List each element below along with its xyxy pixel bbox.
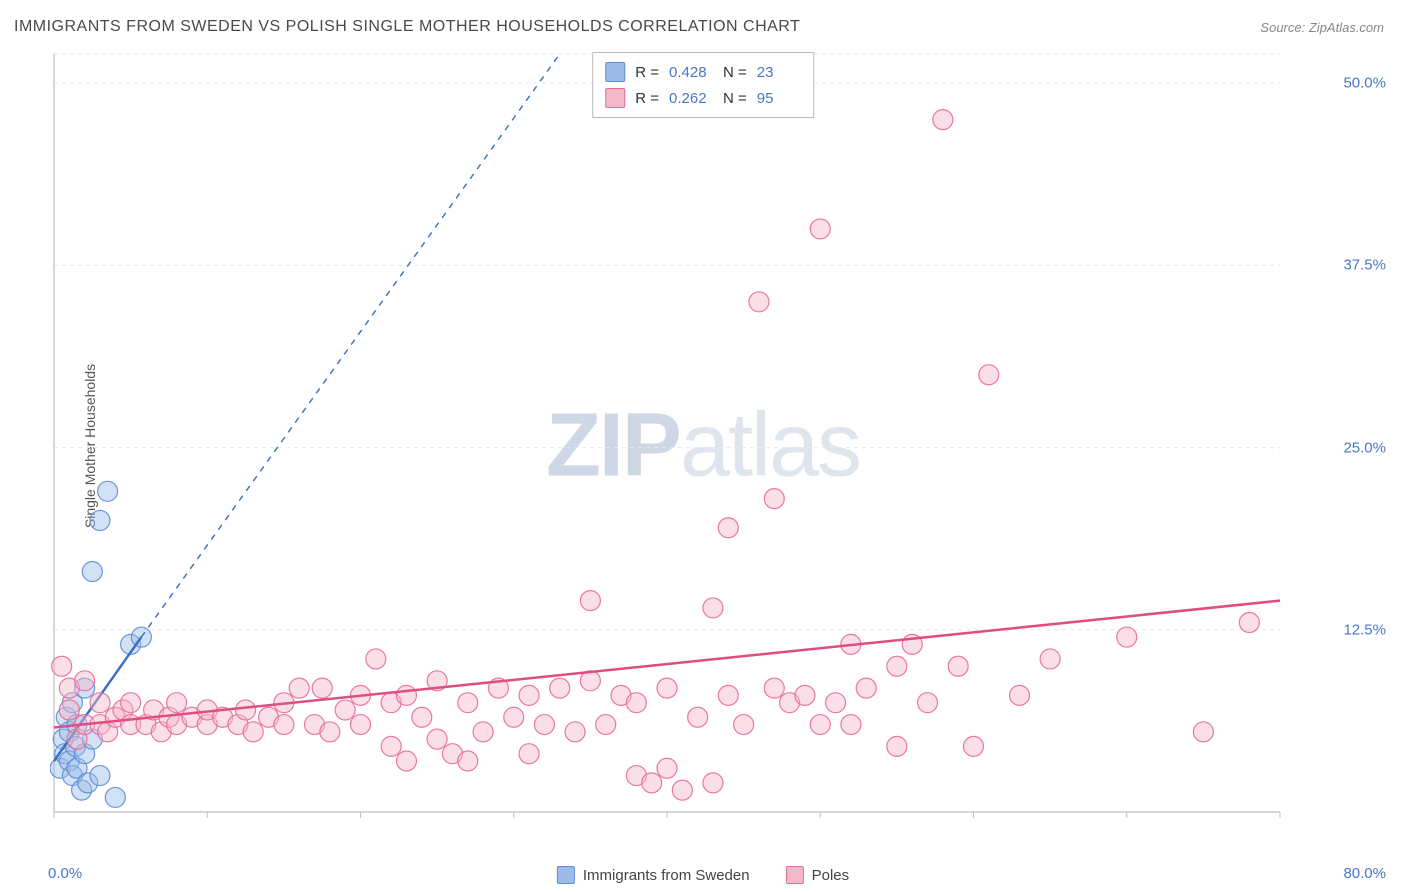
swatch-poles xyxy=(605,88,625,108)
legend-label-sweden: Immigrants from Sweden xyxy=(583,867,750,884)
n-label: N = xyxy=(723,64,747,81)
legend-item-sweden: Immigrants from Sweden xyxy=(557,866,750,884)
r-label: R = xyxy=(635,64,659,81)
n-label: N = xyxy=(723,90,747,107)
scatter-chart xyxy=(50,50,1340,840)
legend-label-poles: Poles xyxy=(812,867,850,884)
y-tick-label: 37.5% xyxy=(1343,257,1386,274)
source-label: Source: xyxy=(1260,20,1305,35)
x-axis-min-label: 0.0% xyxy=(48,865,82,882)
y-tick-label: 25.0% xyxy=(1343,439,1386,456)
poles-r-value: 0.262 xyxy=(669,90,713,107)
plot-area xyxy=(50,50,1340,840)
swatch-poles xyxy=(786,866,804,884)
y-tick-label: 12.5% xyxy=(1343,621,1386,638)
stats-row-sweden: R = 0.428 N = 23 xyxy=(605,59,801,85)
source-name: ZipAtlas.com xyxy=(1309,20,1384,35)
r-label: R = xyxy=(635,90,659,107)
y-tick-label: 50.0% xyxy=(1343,75,1386,92)
sweden-r-value: 0.428 xyxy=(669,64,713,81)
legend: Immigrants from Sweden Poles xyxy=(557,866,849,884)
source-attribution: Source: ZipAtlas.com xyxy=(1260,20,1384,35)
correlation-stats-box: R = 0.428 N = 23 R = 0.262 N = 95 xyxy=(592,52,814,118)
swatch-sweden xyxy=(557,866,575,884)
poles-n-value: 95 xyxy=(757,90,801,107)
sweden-n-value: 23 xyxy=(757,64,801,81)
x-axis-max-label: 80.0% xyxy=(1343,865,1386,882)
chart-title: IMMIGRANTS FROM SWEDEN VS POLISH SINGLE … xyxy=(14,18,800,36)
swatch-sweden xyxy=(605,62,625,82)
stats-row-poles: R = 0.262 N = 95 xyxy=(605,85,801,111)
legend-item-poles: Poles xyxy=(786,866,850,884)
